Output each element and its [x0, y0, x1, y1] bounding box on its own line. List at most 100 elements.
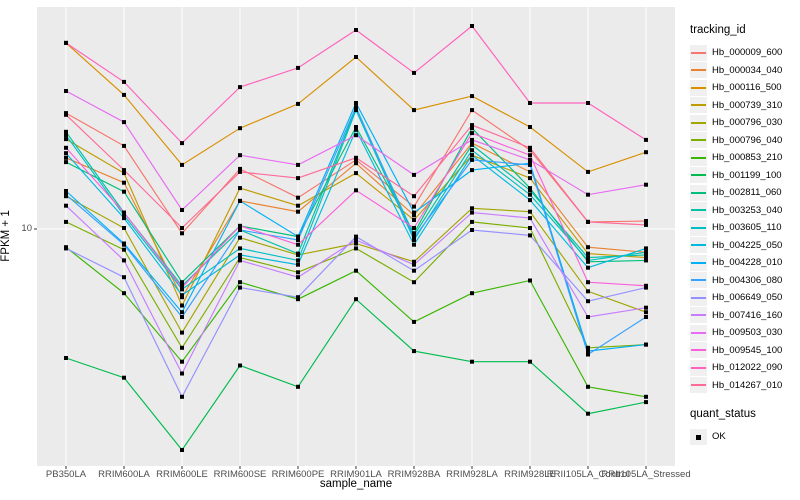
data-point	[296, 270, 300, 275]
data-point	[122, 168, 126, 173]
legend-key-swatch	[690, 132, 707, 149]
data-point	[644, 315, 648, 319]
data-point	[412, 235, 416, 240]
data-point	[238, 153, 242, 158]
data-point	[412, 242, 416, 247]
data-point	[122, 291, 126, 296]
data-point	[238, 255, 242, 260]
x-tick-label-RRIM600SE: RRIM600SE	[213, 469, 267, 480]
data-point	[64, 89, 68, 93]
data-point	[412, 231, 416, 236]
data-point	[296, 295, 300, 300]
data-point	[354, 28, 358, 32]
data-point	[238, 246, 242, 251]
legend-entry-label: Hb_004306_080	[712, 274, 783, 286]
data-point	[354, 108, 358, 113]
data-point	[238, 252, 242, 257]
data-point	[64, 246, 68, 251]
legend-entry-label: Hb_000796_040	[712, 134, 783, 146]
data-point	[586, 345, 590, 350]
x-tick-label-RRIM928LA: RRIM928LA	[446, 469, 498, 480]
data-point	[180, 330, 184, 335]
x-tick-label-RRII105LA_Stressed: RRII105LA_Stressed	[601, 469, 691, 480]
legend-key-swatch	[690, 44, 707, 61]
data-point	[354, 155, 358, 160]
data-point	[296, 234, 300, 239]
data-point	[354, 234, 358, 239]
data-point	[412, 280, 416, 285]
data-point	[470, 210, 474, 215]
data-point	[470, 219, 474, 224]
data-point	[586, 349, 590, 354]
data-point	[354, 125, 358, 129]
data-point	[180, 280, 184, 285]
data-point	[412, 349, 416, 354]
legend-entry-Hb_003605_110: Hb_003605_110	[690, 219, 800, 237]
data-point	[180, 285, 184, 290]
x-tick-label-RRIM600LE: RRIM600LE	[156, 469, 208, 480]
data-point	[122, 171, 126, 176]
data-point	[296, 195, 300, 200]
data-point	[470, 206, 474, 211]
legend-key-swatch	[690, 202, 707, 219]
data-point	[122, 216, 126, 221]
data-point	[64, 137, 68, 142]
data-point	[412, 213, 416, 218]
data-point	[64, 219, 68, 224]
data-point	[470, 24, 474, 28]
data-point	[64, 151, 68, 156]
data-point	[296, 209, 300, 214]
data-point	[528, 101, 532, 105]
data-point	[122, 210, 126, 215]
legend-entry-label: Hb_004228_010	[712, 257, 783, 269]
data-point	[122, 226, 126, 230]
legend-key-swatch	[690, 219, 707, 236]
data-point	[296, 238, 300, 242]
data-point	[470, 142, 474, 147]
x-tick-label-RRIM600PE: RRIM600PE	[271, 469, 325, 480]
data-point	[64, 203, 68, 208]
data-point	[586, 255, 590, 260]
data-point	[64, 40, 68, 45]
data-point	[238, 169, 242, 174]
data-point	[122, 189, 126, 194]
data-point	[64, 189, 68, 193]
quant-status-legend: quant_status OK	[690, 408, 800, 446]
legend-title-quant-status: quant_status	[690, 408, 756, 420]
legend-entry-Hb_000796_030: Hb_000796_030	[690, 114, 800, 132]
data-point	[122, 247, 126, 252]
legend-entry-Hb_000853_210: Hb_000853_210	[690, 149, 800, 167]
data-point	[238, 85, 242, 90]
data-point	[354, 55, 358, 59]
data-point	[528, 216, 532, 221]
data-point	[470, 94, 474, 99]
legend-entry-label: Hb_009545_100	[712, 344, 783, 356]
data-point	[528, 359, 532, 364]
data-point	[238, 186, 242, 191]
data-point	[354, 246, 358, 251]
data-point	[238, 198, 242, 203]
data-point	[528, 278, 532, 283]
data-point	[644, 255, 648, 260]
data-point	[122, 258, 126, 263]
data-point	[412, 238, 416, 242]
data-point	[296, 251, 300, 256]
data-point	[354, 297, 358, 302]
legend-entry-Hb_002811_060: Hb_002811_060	[690, 184, 800, 202]
data-point	[354, 127, 358, 132]
data-point	[354, 157, 358, 162]
data-point	[122, 213, 126, 218]
data-point	[296, 258, 300, 263]
data-point	[412, 319, 416, 324]
data-point	[528, 192, 532, 197]
legend-entry-Hb_000034_040: Hb_000034_040	[690, 62, 800, 80]
legend-entry-ok: OK	[690, 428, 800, 446]
legend-entry-Hb_009545_100: Hb_009545_100	[690, 342, 800, 360]
data-point	[528, 198, 532, 203]
legend-key-swatch	[690, 272, 707, 289]
data-point	[238, 258, 242, 263]
data-point	[644, 342, 648, 347]
legend-entry-Hb_004228_010: Hb_004228_010	[690, 254, 800, 272]
data-point	[412, 268, 416, 273]
legend-entry-Hb_000739_310: Hb_000739_310	[690, 97, 800, 115]
